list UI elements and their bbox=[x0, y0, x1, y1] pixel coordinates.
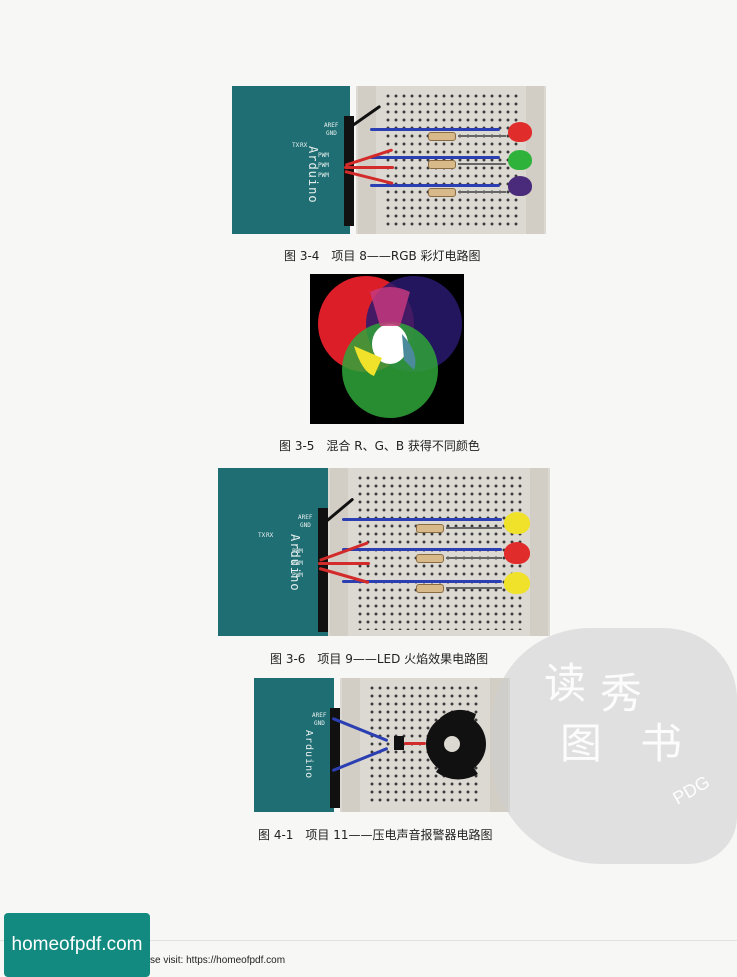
resistor bbox=[428, 132, 456, 141]
led-green bbox=[508, 150, 532, 170]
wire-blue bbox=[370, 156, 500, 159]
piezo-buzzer bbox=[426, 709, 486, 780]
wire-blue bbox=[342, 580, 502, 583]
caption-fig-4-1: 图 4-1 项目 11——压电声音报警器电路图 bbox=[258, 828, 493, 842]
arduino-label: Arduino bbox=[303, 730, 314, 780]
tx-label: TX bbox=[258, 532, 266, 539]
resistor bbox=[428, 188, 456, 197]
yellow-overlap bbox=[354, 346, 382, 376]
rx-label: RX bbox=[266, 532, 274, 539]
breadboard bbox=[356, 86, 546, 234]
wire-blue bbox=[342, 548, 502, 551]
pin-header bbox=[330, 708, 340, 808]
wire-red bbox=[344, 166, 394, 169]
pin-label: PWM bbox=[292, 572, 303, 579]
watermark-glyph: 读 bbox=[544, 659, 587, 708]
cyan-overlap bbox=[402, 334, 416, 370]
figure-piezo-alarm-circuit: Arduino AREF GND bbox=[254, 678, 510, 812]
figure-rgb-circuit: Arduino AREF GND PWM PWM PWM TX RX bbox=[232, 86, 546, 234]
pin-label: AREF bbox=[324, 122, 339, 129]
led-yellow bbox=[504, 572, 530, 594]
rgb-venn-diagram bbox=[318, 276, 462, 418]
figure-rgb-mix bbox=[310, 274, 464, 424]
pin-label: GND bbox=[326, 130, 337, 137]
caption-fig-3-6: 图 3-6 项目 9——LED 火焰效果电路图 bbox=[270, 652, 489, 666]
wire-red bbox=[318, 562, 370, 565]
arduino-board bbox=[254, 678, 334, 812]
led-yellow bbox=[504, 512, 530, 534]
white-overlap bbox=[372, 324, 408, 364]
figure-led-flame-circuit: Arduino AREF GND PWM PWM PWM TX RX bbox=[218, 468, 550, 636]
watermark-glyph: 秀 bbox=[600, 669, 643, 718]
green-circle bbox=[342, 322, 438, 418]
wire-blue bbox=[370, 184, 500, 187]
wire-blue bbox=[342, 518, 502, 521]
rx-label: RX bbox=[300, 142, 308, 149]
wire-blue bbox=[370, 128, 500, 131]
pin-label: PWM bbox=[292, 548, 303, 555]
pdg-watermark bbox=[492, 628, 737, 864]
watermark-glyph: 书 bbox=[640, 719, 683, 768]
magenta-overlap bbox=[370, 287, 410, 326]
pin-label: PWM bbox=[318, 162, 329, 169]
footer-link-text[interactable]: se visit: https://homeofpdf.com bbox=[150, 955, 286, 966]
arduino-board bbox=[218, 468, 328, 636]
tx-label: TX bbox=[292, 142, 300, 149]
wire-red bbox=[404, 742, 426, 745]
resistor bbox=[416, 524, 444, 533]
pin-label: PWM bbox=[318, 172, 329, 179]
led-red bbox=[508, 122, 532, 142]
pin-label: PWM bbox=[292, 560, 303, 567]
pin-label: AREF bbox=[298, 514, 313, 521]
resistor bbox=[416, 554, 444, 563]
watermark-glyph: 图 bbox=[560, 719, 603, 768]
led-red bbox=[504, 542, 530, 564]
arduino-board bbox=[232, 86, 350, 234]
pin-label: GND bbox=[314, 720, 325, 727]
homeofpdf-badge[interactable]: homeofpdf.com bbox=[4, 913, 150, 977]
pin-label: GND bbox=[300, 522, 311, 529]
transistor bbox=[394, 736, 404, 750]
caption-fig-3-4: 图 3-4 项目 8——RGB 彩灯电路图 bbox=[284, 249, 481, 263]
caption-fig-3-5: 图 3-5 混合 R、G、B 获得不同颜色 bbox=[279, 439, 480, 453]
resistor bbox=[428, 160, 456, 169]
footer-divider bbox=[0, 940, 737, 941]
led-purple bbox=[508, 176, 532, 196]
pin-label: PWM bbox=[318, 152, 329, 159]
pin-label: AREF bbox=[312, 712, 327, 719]
resistor bbox=[416, 584, 444, 593]
